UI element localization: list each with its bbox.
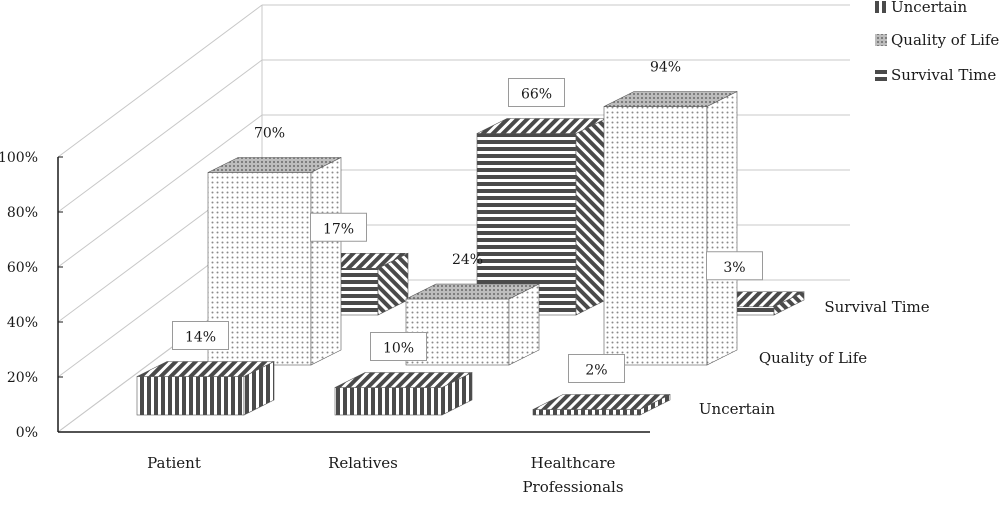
legend-label-survival-time: Survival Time — [891, 66, 996, 84]
y-tick-label: 60% — [7, 260, 38, 276]
data-label-box — [310, 212, 367, 242]
gridline-diag — [57, 4, 263, 158]
data-label-box — [172, 321, 229, 350]
legend-label-quality-of-life: Quality of Life — [891, 31, 999, 49]
bar-side-quality-of-life-healthcare-professionals — [706, 91, 738, 366]
bar-top-quality-of-life-patient — [207, 157, 342, 173]
legend-swatch-quality-of-life — [875, 34, 887, 46]
bar-top-uncertain-relatives — [334, 372, 473, 388]
y-tick-label: 40% — [7, 315, 38, 331]
data-label-uncertain-patient: 14% — [185, 330, 216, 346]
x-tick-label-patient: Patient — [147, 454, 201, 472]
bar-top-quality-of-life-relatives — [405, 283, 540, 300]
depth-label-quality-of-life: Quality of Life — [759, 349, 867, 367]
x-tick-label-line: Professionals — [522, 478, 623, 496]
bar-side-survival-time-relatives — [575, 118, 607, 316]
bar-uncertain-relatives — [334, 387, 443, 416]
gridline-diag — [57, 114, 263, 268]
y-tick-label: 20% — [7, 370, 38, 386]
data-label-box — [706, 251, 763, 281]
bar-top-quality-of-life-healthcare-professionals — [603, 91, 738, 107]
depth-label-survival-time: Survival Time — [824, 298, 929, 316]
data-label-survival-time-healthcare-professionals: 3% — [723, 260, 745, 276]
bar-top-uncertain-healthcare-professionals — [532, 394, 671, 410]
data-label-survival-time-patient: 17% — [323, 221, 354, 237]
y-tick-label: 100% — [0, 150, 38, 166]
data-label-quality-of-life-patient: 70% — [254, 126, 285, 142]
bar-quality-of-life-healthcare-professionals — [603, 106, 708, 366]
data-label-uncertain-healthcare-professionals: 2% — [585, 363, 607, 379]
gridline-diag — [57, 59, 263, 213]
x-tick-label-healthcare-professionals: Healthcare Professionals — [522, 454, 623, 496]
data-label-box — [568, 354, 625, 383]
x-tick-label-line: Healthcare — [531, 454, 616, 472]
data-label-survival-time-relatives: 66% — [521, 87, 552, 103]
bar-uncertain-healthcare-professionals — [532, 409, 641, 416]
data-label-box — [370, 332, 427, 361]
legend-swatch-survival-time — [875, 69, 887, 81]
bar-top-uncertain-patient — [136, 361, 275, 377]
bar-uncertain-patient — [136, 376, 245, 416]
bar-side-quality-of-life-patient — [310, 157, 342, 366]
y-tick-label: 80% — [7, 205, 38, 221]
depth-label-uncertain: Uncertain — [699, 400, 776, 418]
y-tick-label: 0% — [16, 425, 38, 441]
data-label-quality-of-life-healthcare-professionals: 94% — [650, 60, 681, 76]
legend-swatch-uncertain — [875, 1, 887, 13]
legend-label-uncertain: Uncertain — [891, 0, 968, 16]
x-tick-label-relatives: Relatives — [328, 454, 398, 472]
data-label-box — [508, 78, 565, 107]
data-label-uncertain-relatives: 10% — [383, 341, 414, 357]
data-label-quality-of-life-relatives: 24% — [452, 252, 483, 268]
